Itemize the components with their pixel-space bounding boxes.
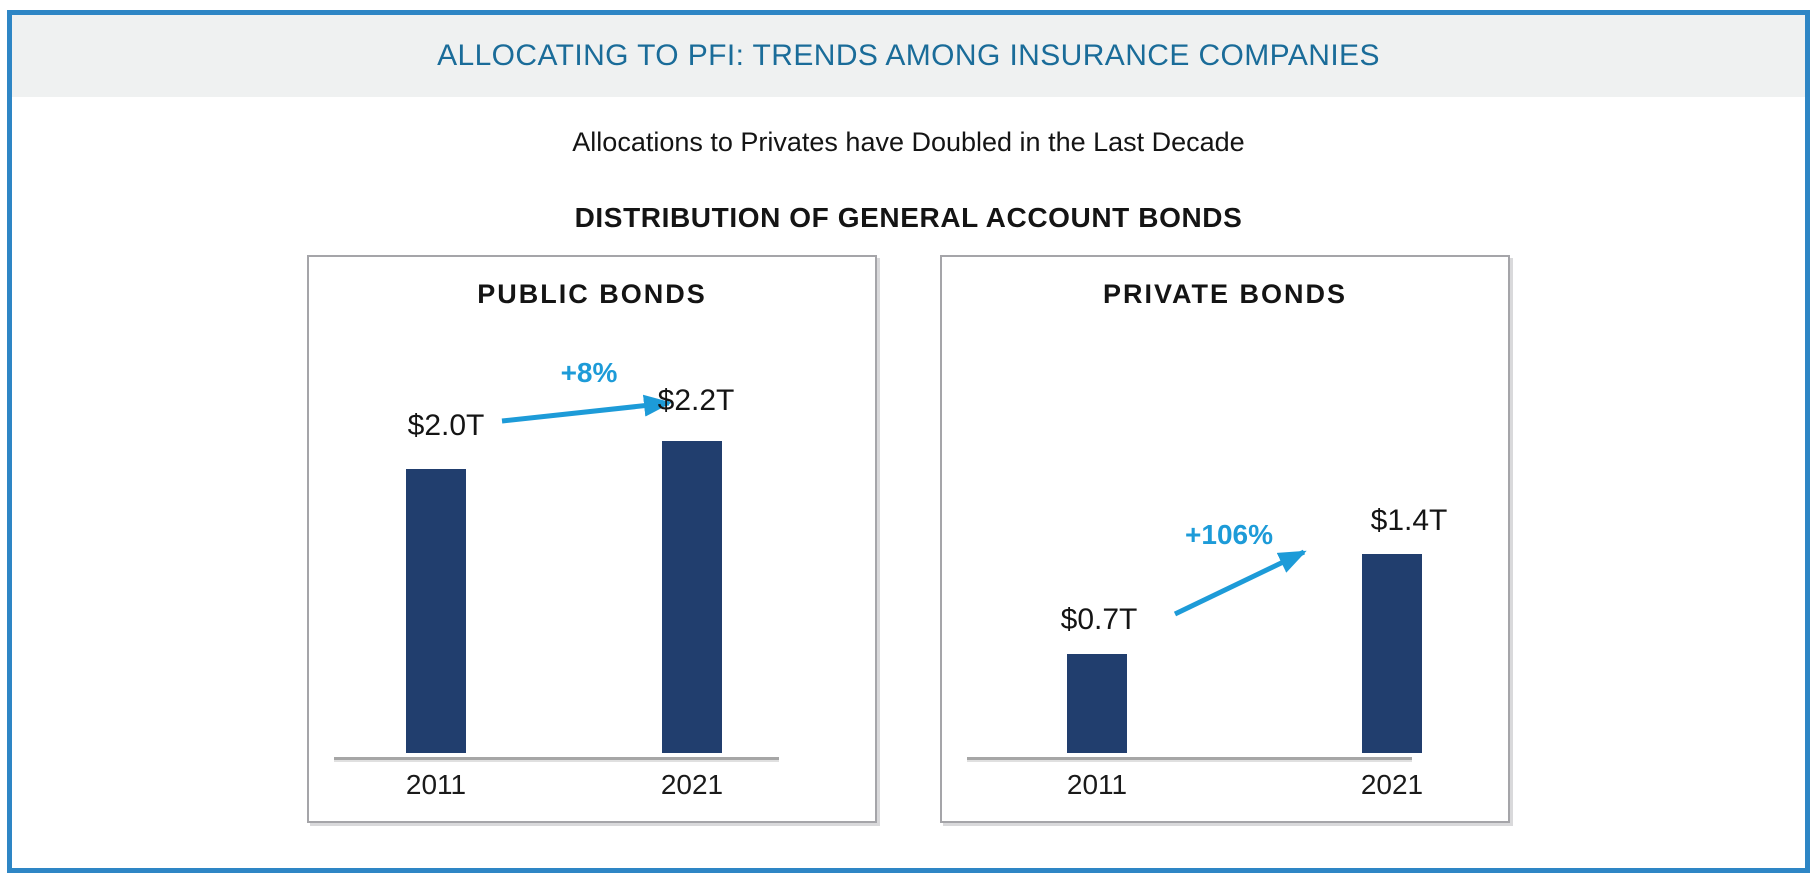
percent-change-label: +106% xyxy=(1185,519,1273,550)
x-axis-line xyxy=(967,757,1412,760)
x-axis-line xyxy=(334,757,779,760)
x-tick-label-2011: 2011 xyxy=(1066,769,1128,800)
value-label-2021: $1.4T xyxy=(1370,504,1448,537)
x-tick-label-2011: 2011 xyxy=(405,769,467,800)
charts-row: PUBLIC BONDS +8% $2.0T $2.2T 2011 2021 P… xyxy=(12,255,1805,823)
percent-change-label: +8% xyxy=(560,357,618,388)
x-tick-label-2021: 2021 xyxy=(1360,769,1424,800)
trend-arrow-icon xyxy=(501,394,672,424)
chart-panel-public-bonds: PUBLIC BONDS +8% $2.0T $2.2T 2011 2021 xyxy=(307,255,877,823)
chart-title: PUBLIC BONDS xyxy=(477,279,707,309)
bar-2011 xyxy=(406,469,466,753)
page-title: ALLOCATING TO PFI: TRENDS AMONG INSURANC… xyxy=(437,39,1380,72)
x-tick-label-2021: 2021 xyxy=(660,769,724,800)
subtitle: Allocations to Privates have Doubled in … xyxy=(572,127,1245,157)
chart-title: PRIVATE BONDS xyxy=(1102,279,1348,309)
section-heading: DISTRIBUTION OF GENERAL ACCOUNT BONDS xyxy=(574,202,1243,233)
bar-2021 xyxy=(1362,554,1422,753)
value-label-2011: $0.7T xyxy=(1060,603,1138,636)
chart-panel-private-bonds: PRIVATE BONDS +106% $0.7T $1.4T 2011 202… xyxy=(940,255,1510,823)
slide: ALLOCATING TO PFI: TRENDS AMONG INSURANC… xyxy=(7,10,1810,873)
value-label-2021: $2.2T xyxy=(657,384,735,417)
header-bar: ALLOCATING TO PFI: TRENDS AMONG INSURANC… xyxy=(12,15,1805,97)
bar-2021 xyxy=(662,441,722,753)
value-label-2011: $2.0T xyxy=(407,409,485,442)
bar-2011 xyxy=(1067,654,1127,753)
